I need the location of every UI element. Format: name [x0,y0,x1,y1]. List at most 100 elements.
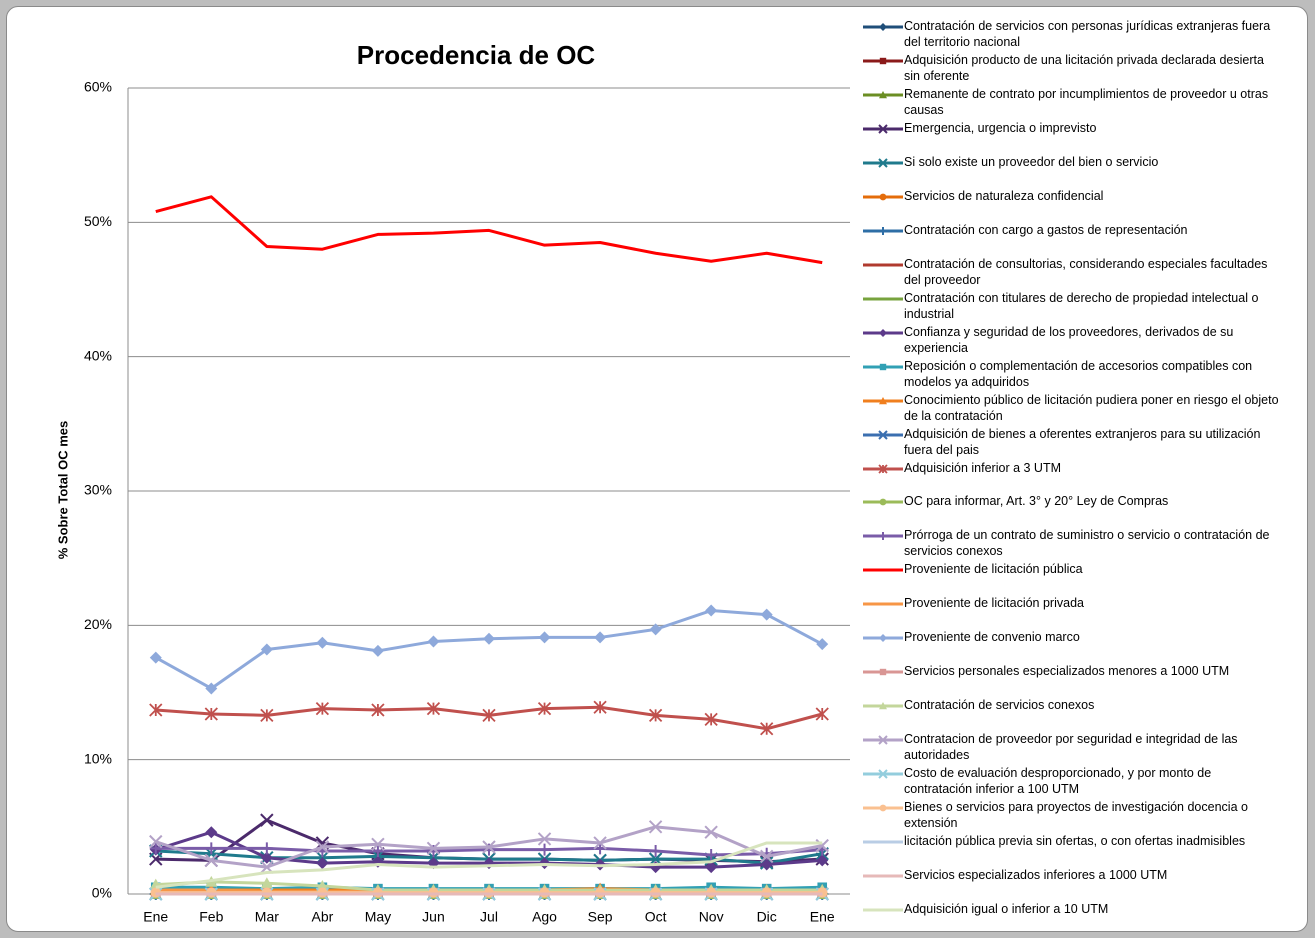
marker [648,820,663,834]
marker [537,832,552,846]
legend-label: Contratación de servicios conexos [904,698,1095,713]
marker [879,702,887,710]
marker [426,701,441,716]
legend-entry: Emergencia, urgencia o imprevisto [862,120,1282,136]
x-tick-label: Sep [588,909,613,925]
marker [371,837,385,852]
x-tick-label: Nov [699,909,724,925]
marker [878,429,888,440]
marker [878,735,888,745]
marker [593,836,607,850]
legend-entry: Confianza y seguridad de los proveedores… [862,324,1282,356]
marker [538,631,551,644]
marker [704,825,718,839]
legend-swatch [863,328,903,337]
legend-entry: Servicios personales especializados meno… [862,663,1282,679]
legend-label: Contratación de consultorias, consideran… [904,256,1268,287]
legend-entry: Conocimiento público de licitación pudie… [862,392,1282,424]
marker [149,651,162,664]
legend-label: Proveniente de convenio marco [904,630,1080,645]
legend-swatch [863,429,903,440]
legend-swatch [863,363,903,370]
marker [879,499,887,506]
marker [205,682,218,695]
marker [260,877,273,889]
marker [483,632,495,645]
x-tick-label: Ene [143,909,168,925]
y-tick-label: 0% [92,885,112,901]
marker [816,854,829,867]
marker [649,845,662,858]
legend-label: Servicios especializados inferiores a 10… [904,868,1168,883]
marker [260,842,273,855]
legend-entry: Contratación con cargo a gastos de repre… [862,222,1282,238]
marker [816,638,829,651]
marker [371,845,384,858]
legend-label: OC para informar, Art. 3° y 20° Ley de C… [904,494,1169,509]
legend-entry: Contratación de servicios conexos [862,697,1282,713]
legend-swatch [863,532,903,541]
marker [205,842,218,855]
marker [149,834,163,849]
marker [815,707,829,721]
legend-entry: Adquisición igual o inferior a 10 UTM [862,901,1282,917]
legend-entry: Prórroga de un contrato de suministro o … [862,527,1282,559]
legend-label: Adquisición de bienes a oferentes extran… [904,426,1261,457]
legend-label: Bienes o servicios para proyectos de inv… [904,800,1248,831]
legend-entry: Servicios especializados inferiores a 10… [862,867,1282,883]
marker [316,636,329,649]
legend-label: licitación pública previa sin ofertas, o… [904,834,1246,849]
legend-label: Contratación con titulares de derecho de… [904,290,1259,321]
marker [371,703,385,717]
chart-panel [6,6,1308,932]
legend-label: Proveniente de licitación privada [904,596,1084,611]
marker [149,842,162,855]
legend-swatch [863,602,903,606]
marker [879,90,887,99]
marker [594,631,607,644]
marker [260,851,273,864]
legend-swatch [863,634,903,643]
x-tick-label: Oct [645,909,667,925]
legend-label: Remanente de contrato por incumplimiento… [904,86,1269,117]
legend-label: Servicios de naturaleza confidencial [904,188,1104,203]
marker [878,769,888,779]
marker [879,193,887,201]
legend-swatch [863,669,903,676]
marker [537,701,552,716]
marker [426,841,441,856]
marker [879,804,887,812]
y-axis-label: % Sobre Total OC mes [55,421,70,559]
marker [371,644,384,657]
legend-swatch [863,463,903,474]
marker [879,226,887,235]
marker [879,634,887,643]
marker [759,849,774,864]
legend-label: Proveniente de licitación pública [904,562,1083,577]
y-tick-label: 10% [84,750,112,766]
legend-swatch [863,396,903,404]
marker [879,669,887,676]
marker [538,843,551,856]
legend-entry: licitación pública previa sin ofertas, o… [862,833,1282,849]
x-tick-label: Abr [311,909,333,925]
legend-entry: Adquisición de bienes a oferentes extran… [862,426,1282,458]
legend-swatch [863,735,903,745]
y-tick-label: 30% [84,482,112,498]
marker [482,840,496,854]
legend-entry: Bienes o servicios para proyectos de inv… [862,799,1282,831]
marker [879,396,887,404]
legend-entry: Servicios de naturaleza confidencial [862,188,1282,204]
marker [879,57,887,65]
legend-entry: Contratacion de proveedor por seguridad … [862,731,1282,763]
marker [878,158,888,168]
marker [204,707,218,721]
marker [760,722,774,736]
legend-entry: Reposición o complementación de accesori… [862,358,1282,390]
marker [878,463,888,474]
legend-entry: Adquisición producto de una licitación p… [862,52,1282,84]
x-tick-label: May [365,909,391,925]
y-tick-label: 50% [84,213,112,229]
legend-swatch [863,226,903,235]
